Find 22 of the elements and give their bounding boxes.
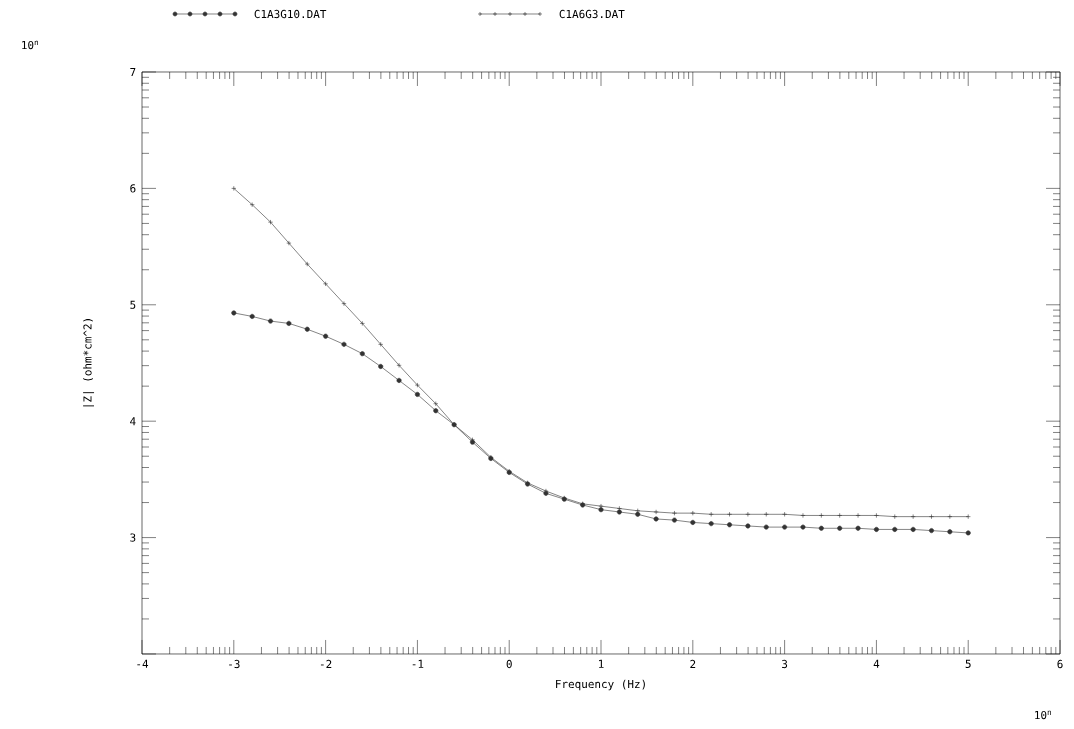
x-tick-label: 2 — [690, 659, 696, 668]
legend-label: C1A6G3.DAT — [559, 9, 625, 19]
y-tick-label: 3 — [130, 533, 136, 542]
x-tick-label: -4 — [137, 659, 149, 668]
legend-label: C1A3G10.DAT — [254, 9, 327, 19]
y-tick-label: 5 — [130, 300, 136, 309]
text: 10$^{n}$ — [1035, 710, 1051, 720]
y-axis-title: |Z| (ohm*cm^2) — [83, 319, 95, 407]
x-tick-label: 5 — [965, 659, 971, 668]
x-tick-label: 0 — [506, 659, 512, 669]
text: 10$^{n}$ — [22, 40, 38, 50]
x-tick-label: 4 — [873, 659, 880, 668]
x-tick-label: -2 — [320, 659, 332, 668]
y-tick-label: 6 — [130, 184, 136, 193]
x-tick-label: -1 — [412, 659, 424, 668]
x-axis-title: Frequency (Hz) — [556, 679, 645, 691]
x-tick-label: -3 — [229, 659, 240, 669]
y-tick-label: 4 — [130, 417, 136, 426]
x-tick-label: 3 — [782, 659, 788, 669]
y-tick-label: 7 — [130, 68, 136, 76]
x-tick-label: 1 — [599, 659, 604, 668]
x-tick-label: 6 — [1057, 659, 1063, 669]
